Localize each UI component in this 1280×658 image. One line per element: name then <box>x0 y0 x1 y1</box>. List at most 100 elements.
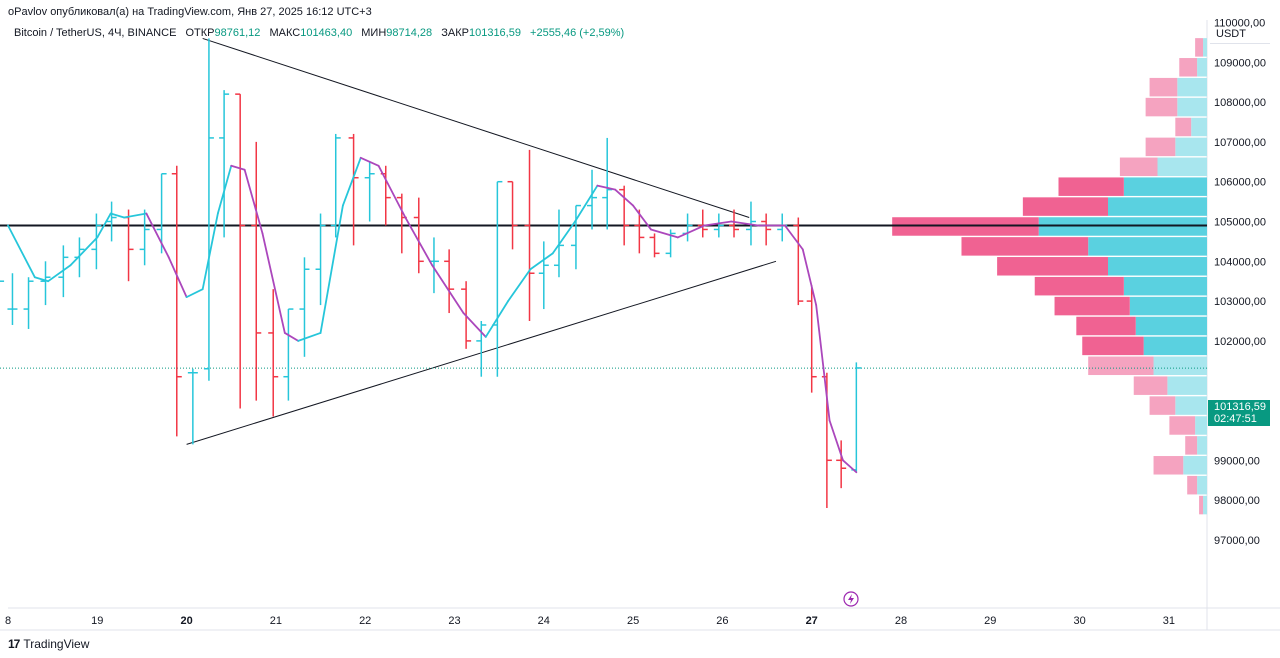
currency-selector[interactable]: USDT <box>1210 24 1270 44</box>
x-tick-label: 29 <box>984 615 996 627</box>
volume-bar-down <box>1119 157 1158 177</box>
volume-bar-down <box>961 237 1089 256</box>
moving-average-segment <box>109 212 125 219</box>
bar-countdown: 02:47:51 <box>1214 413 1257 425</box>
volume-bar-down <box>1199 495 1204 515</box>
moving-average-segment <box>319 204 344 334</box>
moving-average-segment <box>404 216 434 267</box>
x-tick-label: 19 <box>91 615 103 627</box>
y-tick-label: 109000,00 <box>1214 57 1266 69</box>
open-label: ОТКР <box>185 27 215 39</box>
volume-bar-up <box>1088 237 1207 256</box>
volume-bar-up <box>1177 77 1207 97</box>
moving-average-segment <box>529 252 554 271</box>
y-tick-label: 99000,00 <box>1214 455 1260 467</box>
tradingview-logo-icon: 17 <box>8 637 20 651</box>
y-tick-label: 97000,00 <box>1214 535 1260 547</box>
volume-bar-down <box>1169 416 1196 435</box>
volume-bar-up <box>1108 197 1207 216</box>
volume-bar-up <box>1203 38 1207 57</box>
volume-bar-up <box>1197 475 1207 495</box>
volume-bar-down <box>1149 77 1178 97</box>
low-label: МИН <box>361 27 387 39</box>
volume-bar-up <box>1183 456 1207 475</box>
moving-average-segment <box>815 304 831 422</box>
moving-average-segment <box>185 288 204 299</box>
moving-average-segment <box>614 188 634 207</box>
x-tick-label: 30 <box>1073 615 1085 627</box>
moving-average-segment <box>632 204 652 231</box>
y-tick-label: 107000,00 <box>1214 137 1266 149</box>
x-tick-label: 27 <box>806 615 818 627</box>
moving-average-segment <box>47 264 72 283</box>
volume-bar-down <box>1175 117 1192 137</box>
moving-average-segment <box>596 184 617 191</box>
y-tick-label: 102000,00 <box>1214 336 1266 348</box>
moving-average-segment <box>676 224 706 239</box>
volume-bar-up <box>1129 296 1207 316</box>
moving-average-segment <box>96 212 112 239</box>
volume-bar-down <box>1133 376 1168 395</box>
volume-bar-down <box>1179 58 1198 77</box>
moving-average-segment <box>574 184 599 223</box>
volume-bar-up <box>1143 336 1207 356</box>
close-label: ЗАКР <box>441 27 469 39</box>
volume-bar-up <box>1191 117 1207 137</box>
moving-average-segment <box>842 459 858 474</box>
volume-bar-up <box>1197 58 1207 77</box>
volume-bar-down <box>1054 296 1130 316</box>
volume-bar-down <box>1058 177 1124 196</box>
moving-average-segment <box>201 212 219 291</box>
moving-average-segment <box>283 332 300 342</box>
volume-bar-down <box>1187 475 1198 495</box>
moving-average-segment <box>243 168 264 235</box>
moving-average-segment <box>359 156 380 167</box>
moving-average-segment <box>230 164 246 171</box>
moving-average-segment <box>167 256 188 299</box>
open-value: 98761,12 <box>214 27 261 39</box>
y-tick-label: 103000,00 <box>1214 296 1266 308</box>
tradingview-logo[interactable]: 17 TradingView <box>8 637 89 651</box>
ohlc-legend: Bitcoin / TetherUS, 4Ч, BINANCE ОТКР9876… <box>14 27 624 39</box>
moving-average-segment <box>650 228 679 239</box>
volume-bar-down <box>1022 197 1108 216</box>
volume-bar-up <box>1197 436 1207 455</box>
volume-bar-down <box>997 257 1108 276</box>
moving-average-segment <box>784 224 804 251</box>
y-tick-label: 105000,00 <box>1214 217 1266 229</box>
volume-bar-up <box>1108 257 1207 276</box>
y-tick-label: 98000,00 <box>1214 495 1260 507</box>
volume-bar-up <box>1195 416 1207 435</box>
volume-bar-down <box>1185 436 1198 455</box>
volume-bar-down <box>1145 97 1178 117</box>
publish-caption: oPavlov опубликовал(а) на TradingView.co… <box>8 6 372 18</box>
volume-bar-up <box>1123 177 1207 196</box>
lightning-bolt-glyph <box>848 594 854 604</box>
y-tick-label: 110000,00 <box>1214 18 1265 30</box>
moving-average-segment <box>69 236 99 267</box>
moving-average-segment <box>551 220 576 255</box>
moving-average-segment <box>216 164 233 215</box>
high-label: МАКС <box>269 27 301 39</box>
x-tick-label: 23 <box>448 615 460 627</box>
y-tick-label: 104000,00 <box>1214 256 1266 268</box>
y-tick-label: 108000,00 <box>1214 97 1266 109</box>
moving-average-segment <box>431 264 465 314</box>
moving-average-segment <box>484 300 509 338</box>
moving-average-segment <box>341 156 362 207</box>
volume-bar-down <box>1149 396 1176 415</box>
volume-bar-down <box>1145 137 1176 157</box>
volume-bar-down <box>1076 316 1136 336</box>
volume-bar-up <box>1135 316 1207 336</box>
x-tick-label: 28 <box>895 615 907 627</box>
volume-bar-down <box>1034 276 1124 296</box>
volume-bar-up <box>1203 495 1207 515</box>
symbol-title[interactable]: Bitcoin / TetherUS, 4Ч, BINANCE <box>14 27 177 39</box>
moving-average-segment <box>507 268 532 303</box>
x-tick-label: 21 <box>270 615 282 627</box>
volume-bar-up <box>1175 137 1207 157</box>
moving-average-segment <box>123 212 148 219</box>
x-tick-label: 26 <box>716 615 728 627</box>
trendline-upper <box>202 37 750 218</box>
